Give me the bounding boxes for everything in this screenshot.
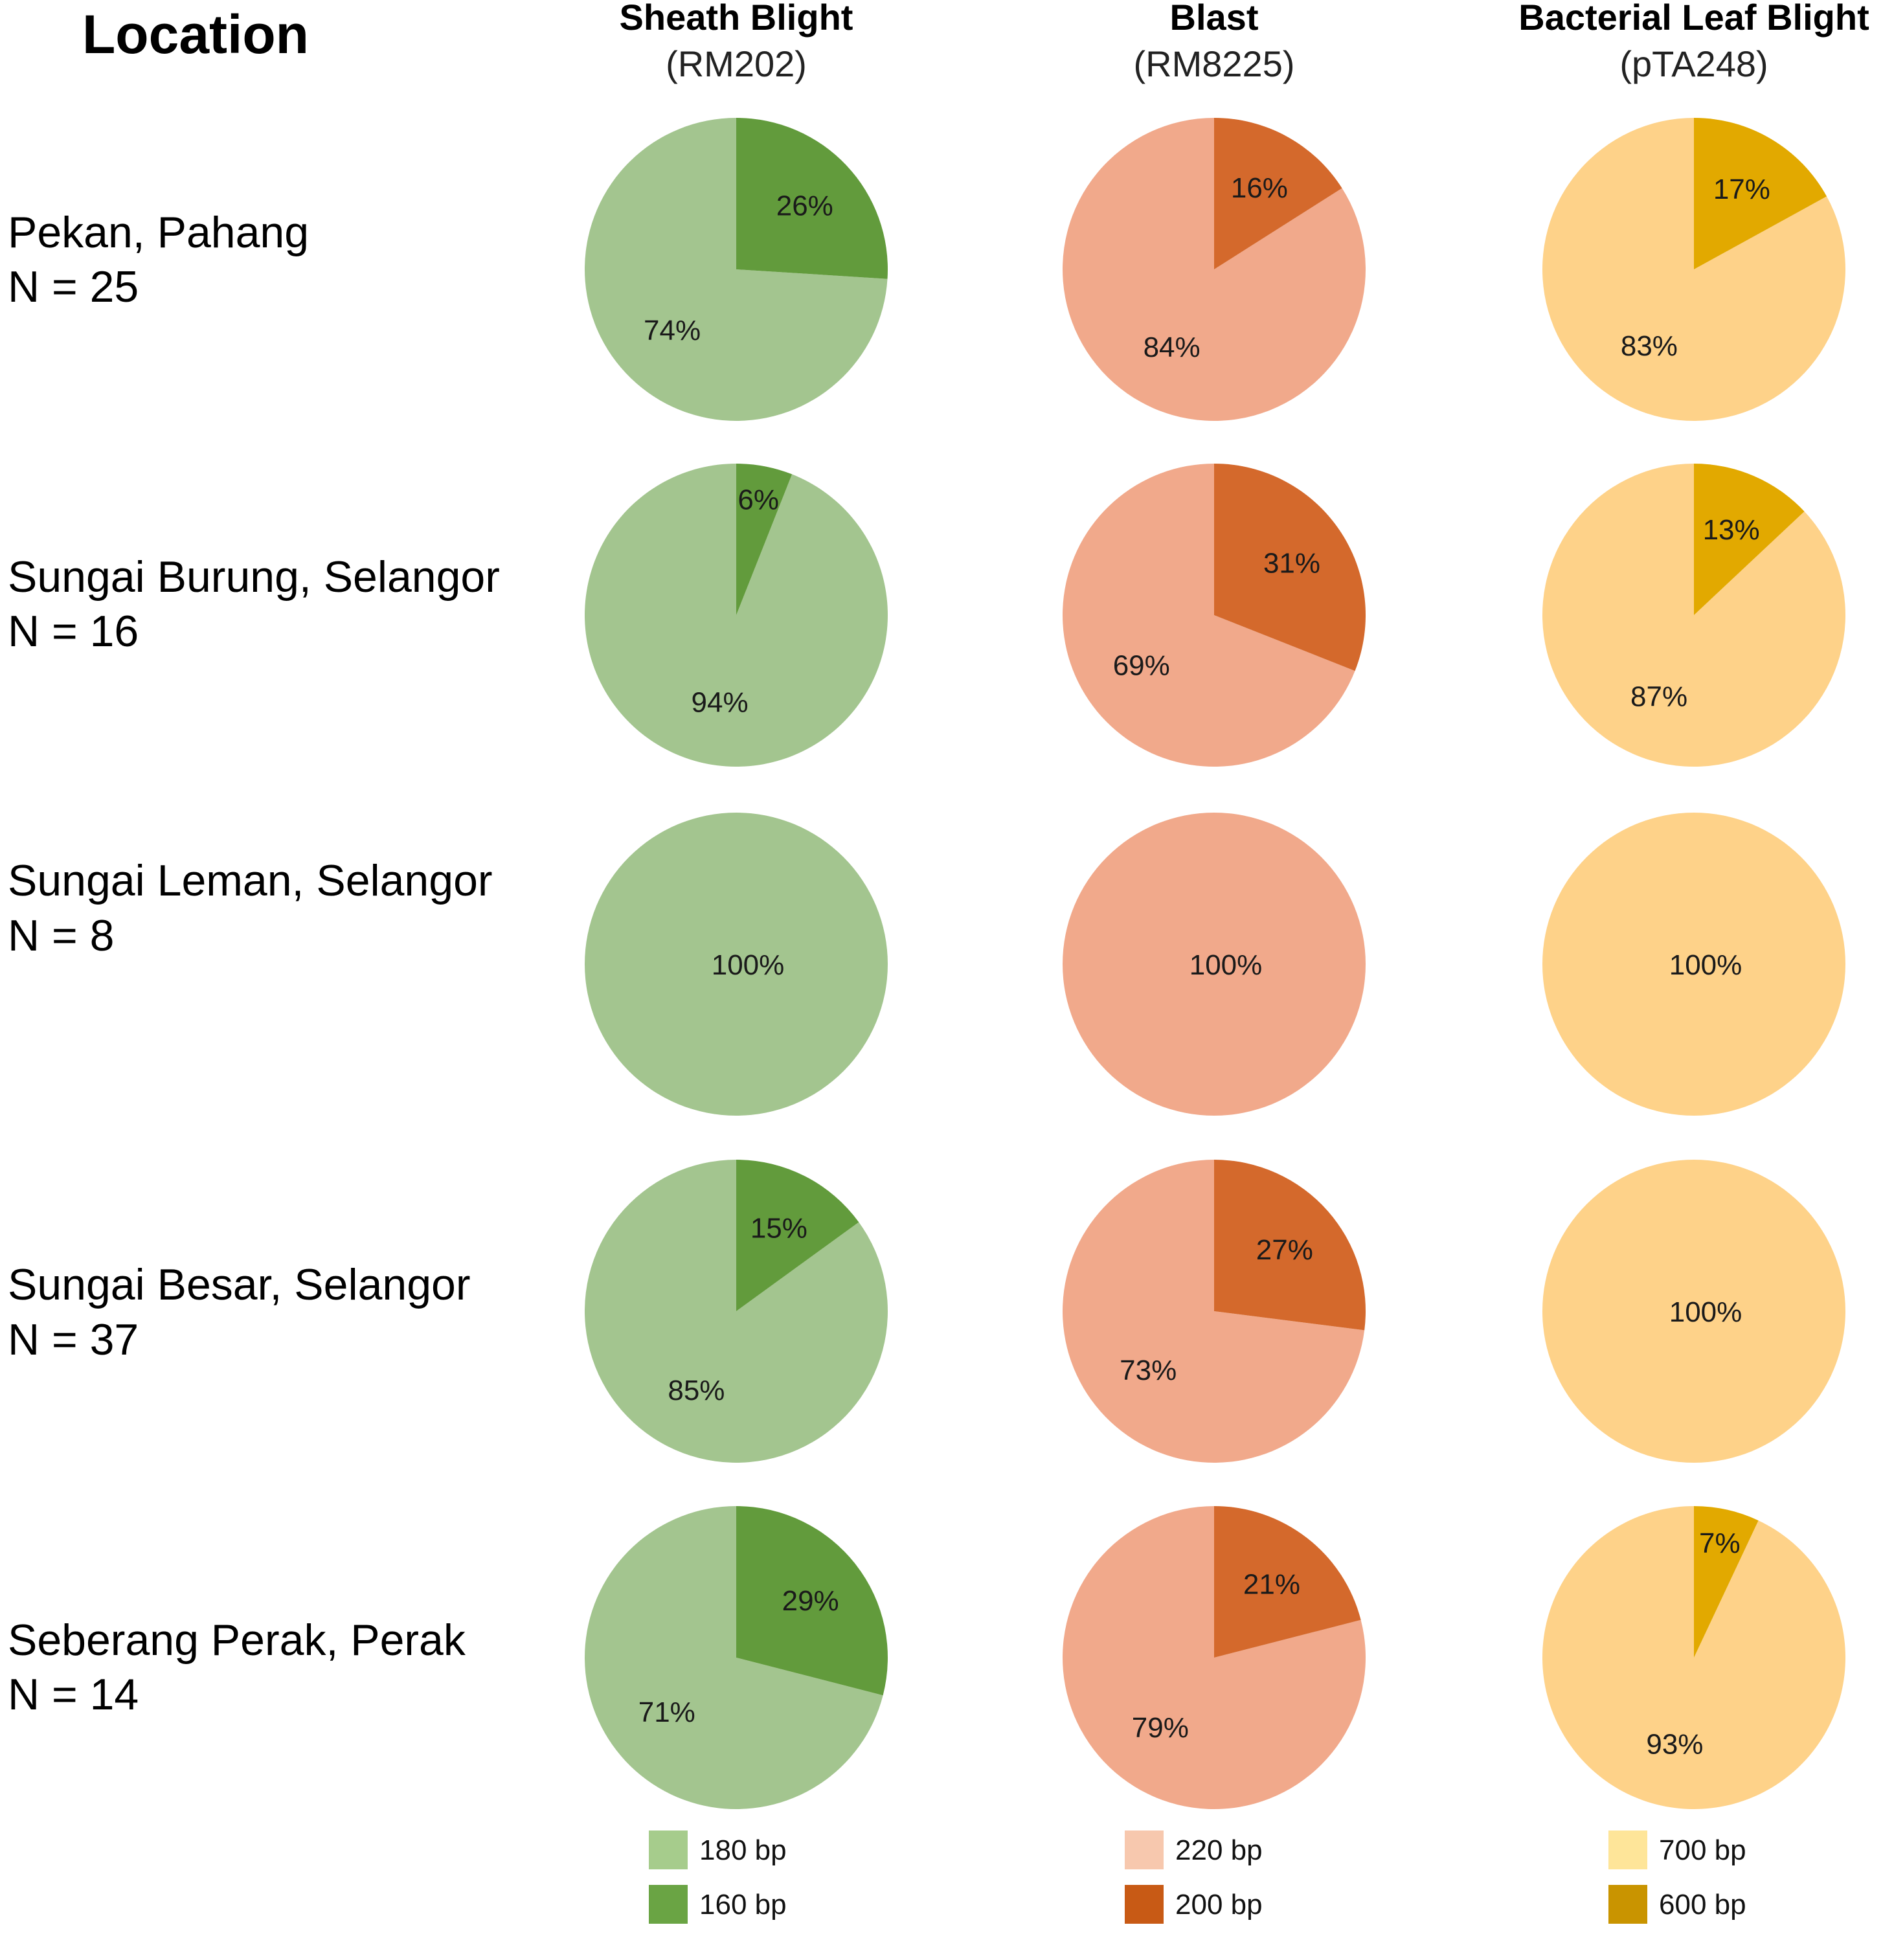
pie-label-major-sungai-burung-selangor-bacterial-leaf-blight: 87% [1630,681,1687,713]
pie-label-minor-pekan-pahang-sheath-blight: 26% [776,190,833,222]
pie-label-major-sungai-besar-selangor-bacterial-leaf-blight: 100% [1669,1296,1742,1328]
pie-label-major-sungai-leman-selangor-sheath-blight: 100% [712,949,785,981]
pie-label-major-seberang-perak-perak-bacterial-leaf-blight: 93% [1646,1728,1703,1760]
legend-swatch-sheath-blight-180-bp [649,1830,688,1869]
legend-label-bacterial-leaf-blight-600-bp: 600 bp [1659,1889,1746,1921]
column-title-blast: Blast [1170,0,1259,38]
pie-slice-major-sungai-besar-selangor-blast [1063,1160,1365,1463]
pie-slice-major-sungai-burung-selangor-blast [1062,464,1355,767]
pie-label-major-pekan-pahang-bacterial-leaf-blight: 83% [1621,330,1678,362]
location-label-pekan-pahang: Pekan, Pahang [8,208,309,257]
location-label-sungai-leman-selangor: Sungai Leman, Selangor [8,856,493,905]
pie-slice-major-sungai-besar-selangor-bacterial-leaf-blight [1542,1160,1845,1463]
sample-size-sungai-besar-selangor: N = 37 [8,1315,139,1364]
pie-slice-minor-sungai-burung-selangor-bacterial-leaf-blight [1694,464,1805,615]
pie-label-major-sungai-leman-selangor-bacterial-leaf-blight: 100% [1669,949,1742,981]
legend-swatch-sheath-blight-160-bp [649,1885,688,1924]
pie-label-major-sungai-burung-selangor-blast: 69% [1113,649,1170,681]
pie-slice-major-seberang-perak-perak-sheath-blight [585,1506,883,1810]
pie-slice-minor-seberang-perak-perak-blast [1214,1506,1361,1658]
pie-slice-major-pekan-pahang-bacterial-leaf-blight [1542,118,1845,422]
sample-size-sungai-burung-selangor: N = 16 [8,607,139,656]
location-label-seberang-perak-perak: Seberang Perak, Perak [8,1616,466,1665]
legend-label-blast-220-bp: 220 bp [1175,1834,1263,1866]
pie-slice-minor-pekan-pahang-bacterial-leaf-blight [1694,118,1827,269]
legend-label-sheath-blight-180-bp: 180 bp [699,1834,787,1866]
pie-label-minor-seberang-perak-perak-blast: 21% [1243,1568,1300,1600]
pie-slice-major-pekan-pahang-sheath-blight [585,118,888,421]
pie-slice-minor-pekan-pahang-sheath-blight [736,118,888,279]
pie-label-minor-sungai-besar-selangor-blast: 27% [1256,1234,1313,1266]
sample-size-seberang-perak-perak: N = 14 [8,1670,139,1719]
pie-slice-minor-pekan-pahang-blast [1214,118,1342,269]
pie-label-minor-sungai-burung-selangor-sheath-blight: 6% [738,484,779,516]
legend-swatch-bacterial-leaf-blight-600-bp [1608,1885,1647,1924]
location-header: Location [82,4,309,65]
column-marker-sheath-blight: (RM202) [666,43,807,84]
pie-slice-major-sungai-leman-selangor-blast [1063,813,1366,1116]
pie-label-minor-seberang-perak-perak-bacterial-leaf-blight: 7% [1699,1527,1741,1559]
pie-slice-minor-sungai-burung-selangor-blast [1214,464,1366,671]
pie-label-major-sungai-besar-selangor-sheath-blight: 85% [668,1375,725,1406]
pie-label-minor-pekan-pahang-blast: 16% [1231,172,1288,204]
legend-label-bacterial-leaf-blight-700-bp: 700 bp [1659,1834,1746,1866]
pie-slice-major-sungai-leman-selangor-sheath-blight [585,813,888,1116]
pie-slice-major-sungai-leman-selangor-bacterial-leaf-blight [1542,813,1845,1116]
pie-slice-minor-sungai-besar-selangor-sheath-blight [736,1160,859,1311]
pie-slice-minor-seberang-perak-perak-bacterial-leaf-blight [1694,1506,1759,1658]
column-title-bacterial-leaf-blight: Bacterial Leaf Blight [1518,0,1869,38]
pie-label-minor-pekan-pahang-bacterial-leaf-blight: 17% [1713,174,1770,205]
location-label-sungai-burung-selangor: Sungai Burung, Selangor [8,552,500,602]
column-title-sheath-blight: Sheath Blight [620,0,853,38]
pie-label-major-pekan-pahang-sheath-blight: 74% [644,315,701,346]
legend-swatch-blast-200-bp [1125,1885,1164,1924]
pie-label-major-seberang-perak-perak-blast: 79% [1132,1712,1189,1744]
pie-slice-major-sungai-besar-selangor-sheath-blight [585,1160,888,1463]
column-marker-bacterial-leaf-blight: (pTA248) [1619,43,1768,84]
legend-label-blast-200-bp: 200 bp [1175,1889,1263,1921]
pie-label-major-sungai-burung-selangor-sheath-blight: 94% [692,686,749,718]
pie-label-major-sungai-besar-selangor-blast: 73% [1120,1355,1177,1386]
legend-label-sheath-blight-160-bp: 160 bp [699,1889,787,1921]
legend-swatch-bacterial-leaf-blight-700-bp [1608,1830,1647,1869]
location-label-sungai-besar-selangor: Sungai Besar, Selangor [8,1260,471,1309]
pie-slice-major-seberang-perak-perak-bacterial-leaf-blight [1542,1506,1846,1810]
pie-slice-minor-sungai-besar-selangor-blast [1214,1160,1366,1331]
sample-size-pekan-pahang: N = 25 [8,262,139,311]
pie-slice-minor-seberang-perak-perak-sheath-blight [736,1506,888,1696]
pie-label-minor-seberang-perak-perak-sheath-blight: 29% [782,1585,839,1617]
pie-label-major-pekan-pahang-blast: 84% [1144,332,1201,363]
column-marker-blast: (RM8225) [1134,43,1295,84]
pie-label-major-seberang-perak-perak-sheath-blight: 71% [638,1696,695,1728]
pie-label-minor-sungai-burung-selangor-bacterial-leaf-blight: 13% [1703,514,1760,546]
pie-slice-minor-sungai-burung-selangor-sheath-blight [736,464,793,615]
pie-label-major-sungai-leman-selangor-blast: 100% [1189,949,1263,981]
pie-label-minor-sungai-besar-selangor-sheath-blight: 15% [750,1213,807,1245]
pie-label-minor-sungai-burung-selangor-blast: 31% [1263,547,1320,579]
legend-swatch-blast-220-bp [1125,1830,1164,1869]
pie-slice-major-sungai-burung-selangor-sheath-blight [584,464,888,767]
sample-size-sungai-leman-selangor: N = 8 [8,911,114,960]
